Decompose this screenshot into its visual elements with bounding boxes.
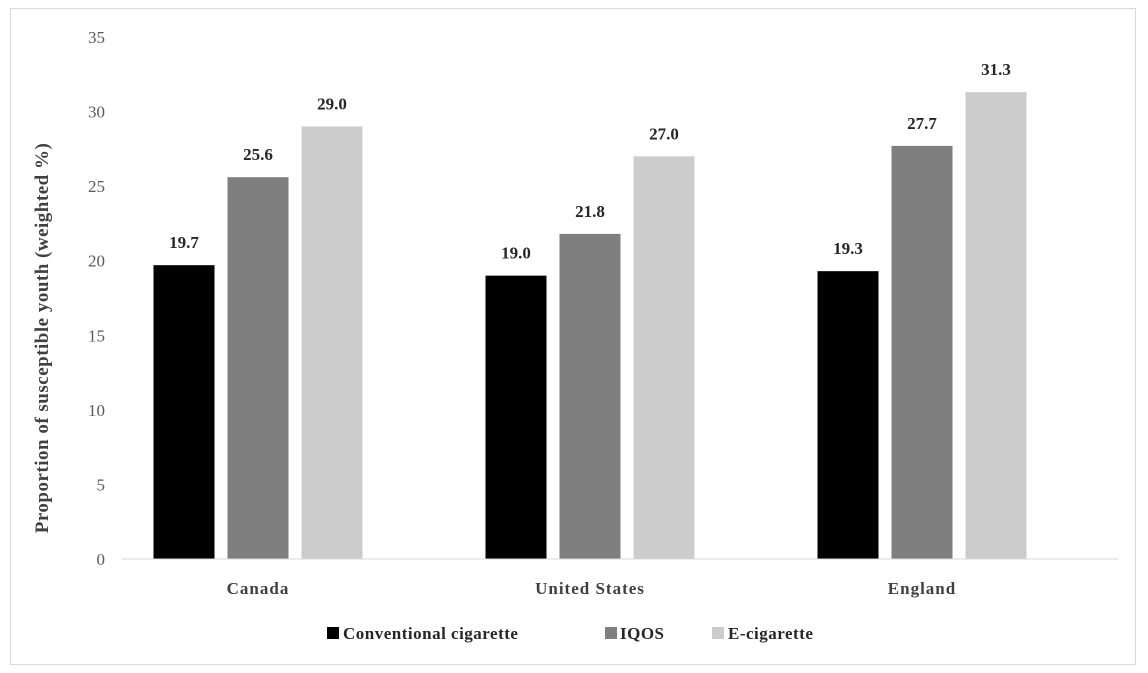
y-tick-label: 20 <box>88 252 105 271</box>
legend-swatch <box>605 627 617 639</box>
data-label: 29.0 <box>317 94 347 113</box>
data-label: 27.0 <box>649 124 679 143</box>
data-label: 25.6 <box>243 145 273 164</box>
y-axis-title: Proportion of susceptible youth (weighte… <box>32 143 53 534</box>
legend-swatch <box>327 627 339 639</box>
category-label: Canada <box>227 579 290 598</box>
data-label: 19.0 <box>501 244 531 263</box>
y-tick-label: 35 <box>88 28 105 47</box>
bar <box>891 145 953 560</box>
legend-label: E-cigarette <box>728 624 813 643</box>
data-label: 21.8 <box>575 202 605 221</box>
bar <box>559 233 621 559</box>
y-tick-label: 5 <box>97 475 106 494</box>
bar <box>965 92 1027 559</box>
legend: Conventional cigarette IQOS E-cigarette <box>327 624 813 643</box>
data-label: 19.3 <box>833 239 863 258</box>
bar <box>633 156 695 560</box>
bar <box>227 177 289 560</box>
category-label: England <box>888 579 956 598</box>
data-label: 27.7 <box>907 114 937 133</box>
y-tick-label: 10 <box>88 401 105 420</box>
legend-label: Conventional cigarette <box>343 624 518 643</box>
bar <box>485 275 547 559</box>
y-tick-label: 25 <box>88 177 105 196</box>
bar <box>817 271 879 559</box>
legend-swatch <box>712 627 724 639</box>
y-tick-label: 30 <box>88 103 105 122</box>
bar <box>301 126 363 559</box>
legend-label: IQOS <box>620 624 665 643</box>
category-label: United States <box>535 579 645 598</box>
data-label: 19.7 <box>169 233 199 252</box>
bar <box>153 265 215 559</box>
data-label: 31.3 <box>981 60 1011 79</box>
y-tick-label: 15 <box>88 326 105 345</box>
y-tick-label: 0 <box>97 550 106 569</box>
